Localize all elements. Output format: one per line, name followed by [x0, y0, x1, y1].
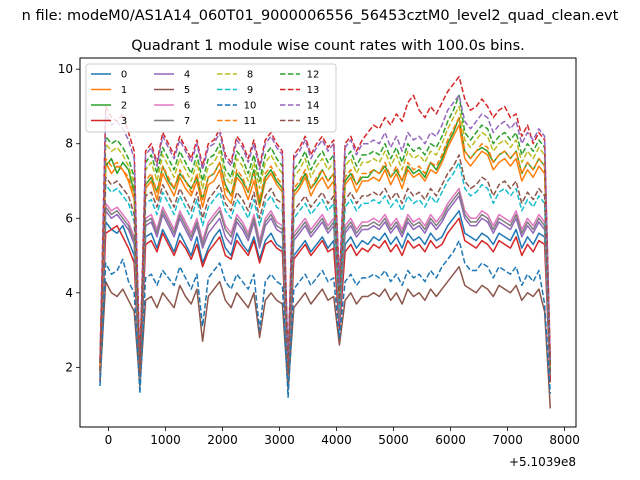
x-tick-label: 1000	[150, 433, 181, 447]
legend-label-2: 2	[121, 101, 127, 112]
x-tick-label: 2000	[207, 433, 238, 447]
series-line-14	[99, 94, 552, 369]
legend-label-3: 3	[121, 116, 127, 127]
legend-label-6: 6	[184, 101, 190, 112]
series-line-0	[99, 210, 552, 387]
plot-frame	[79, 57, 577, 428]
y-tick-label: 4	[65, 286, 73, 300]
legend-label-9: 9	[247, 85, 253, 96]
series-line-4	[99, 195, 552, 380]
legend-label-1: 1	[121, 85, 127, 96]
legend-label-14: 14	[307, 101, 320, 112]
legend-label-0: 0	[121, 70, 127, 81]
legend-label-7: 7	[184, 116, 190, 127]
legend-label-5: 5	[184, 85, 190, 96]
series-line-11	[99, 116, 552, 372]
series-line-12	[99, 94, 552, 369]
series-line-10	[99, 239, 552, 398]
figure-suptitle: n file: modeM0/AS1A14_060T01_9000006556_…	[22, 8, 619, 24]
y-tick-label: 8	[65, 137, 73, 151]
x-tick-label: 5000	[378, 433, 409, 447]
y-tick-label: 10	[58, 62, 73, 76]
x-tick-label: 0	[105, 433, 113, 447]
chart-title: Quadrant 1 module wise count rates with …	[131, 38, 525, 54]
x-tick-label: 7000	[492, 433, 523, 447]
legend-label-13: 13	[307, 85, 320, 96]
series-line-6	[99, 187, 552, 376]
legend-box	[85, 63, 337, 133]
x-tick-label: 8000	[549, 433, 580, 447]
x-tick-label: 3000	[264, 433, 295, 447]
x-axis: 0 1000 2000 3000 4000 5000 6000 7000 8000	[105, 427, 580, 447]
legend-label-15: 15	[307, 116, 320, 127]
series-line-5	[99, 265, 552, 409]
series-line-8	[99, 105, 552, 369]
x-tick-label: 6000	[435, 433, 466, 447]
y-axis: 2 4 6 8 10	[58, 62, 80, 374]
series-line-7	[99, 191, 552, 380]
legend-label-8: 8	[247, 70, 253, 81]
y-tick-label: 2	[65, 360, 73, 374]
y-tick-label: 6	[65, 211, 73, 225]
x-tick-label: 4000	[321, 433, 352, 447]
legend-label-12: 12	[307, 70, 320, 81]
legend-label-11: 11	[244, 116, 257, 127]
series-line-1	[99, 124, 552, 372]
legend-label-4: 4	[184, 70, 190, 81]
series-line-13	[99, 75, 552, 365]
series-line-9	[99, 161, 552, 376]
series-line-15	[99, 154, 552, 376]
x-axis-offset-label: +5.1039e8	[509, 455, 576, 469]
series-line-3	[99, 217, 552, 384]
legend-label-10: 10	[244, 101, 257, 112]
series-layer	[99, 75, 552, 409]
